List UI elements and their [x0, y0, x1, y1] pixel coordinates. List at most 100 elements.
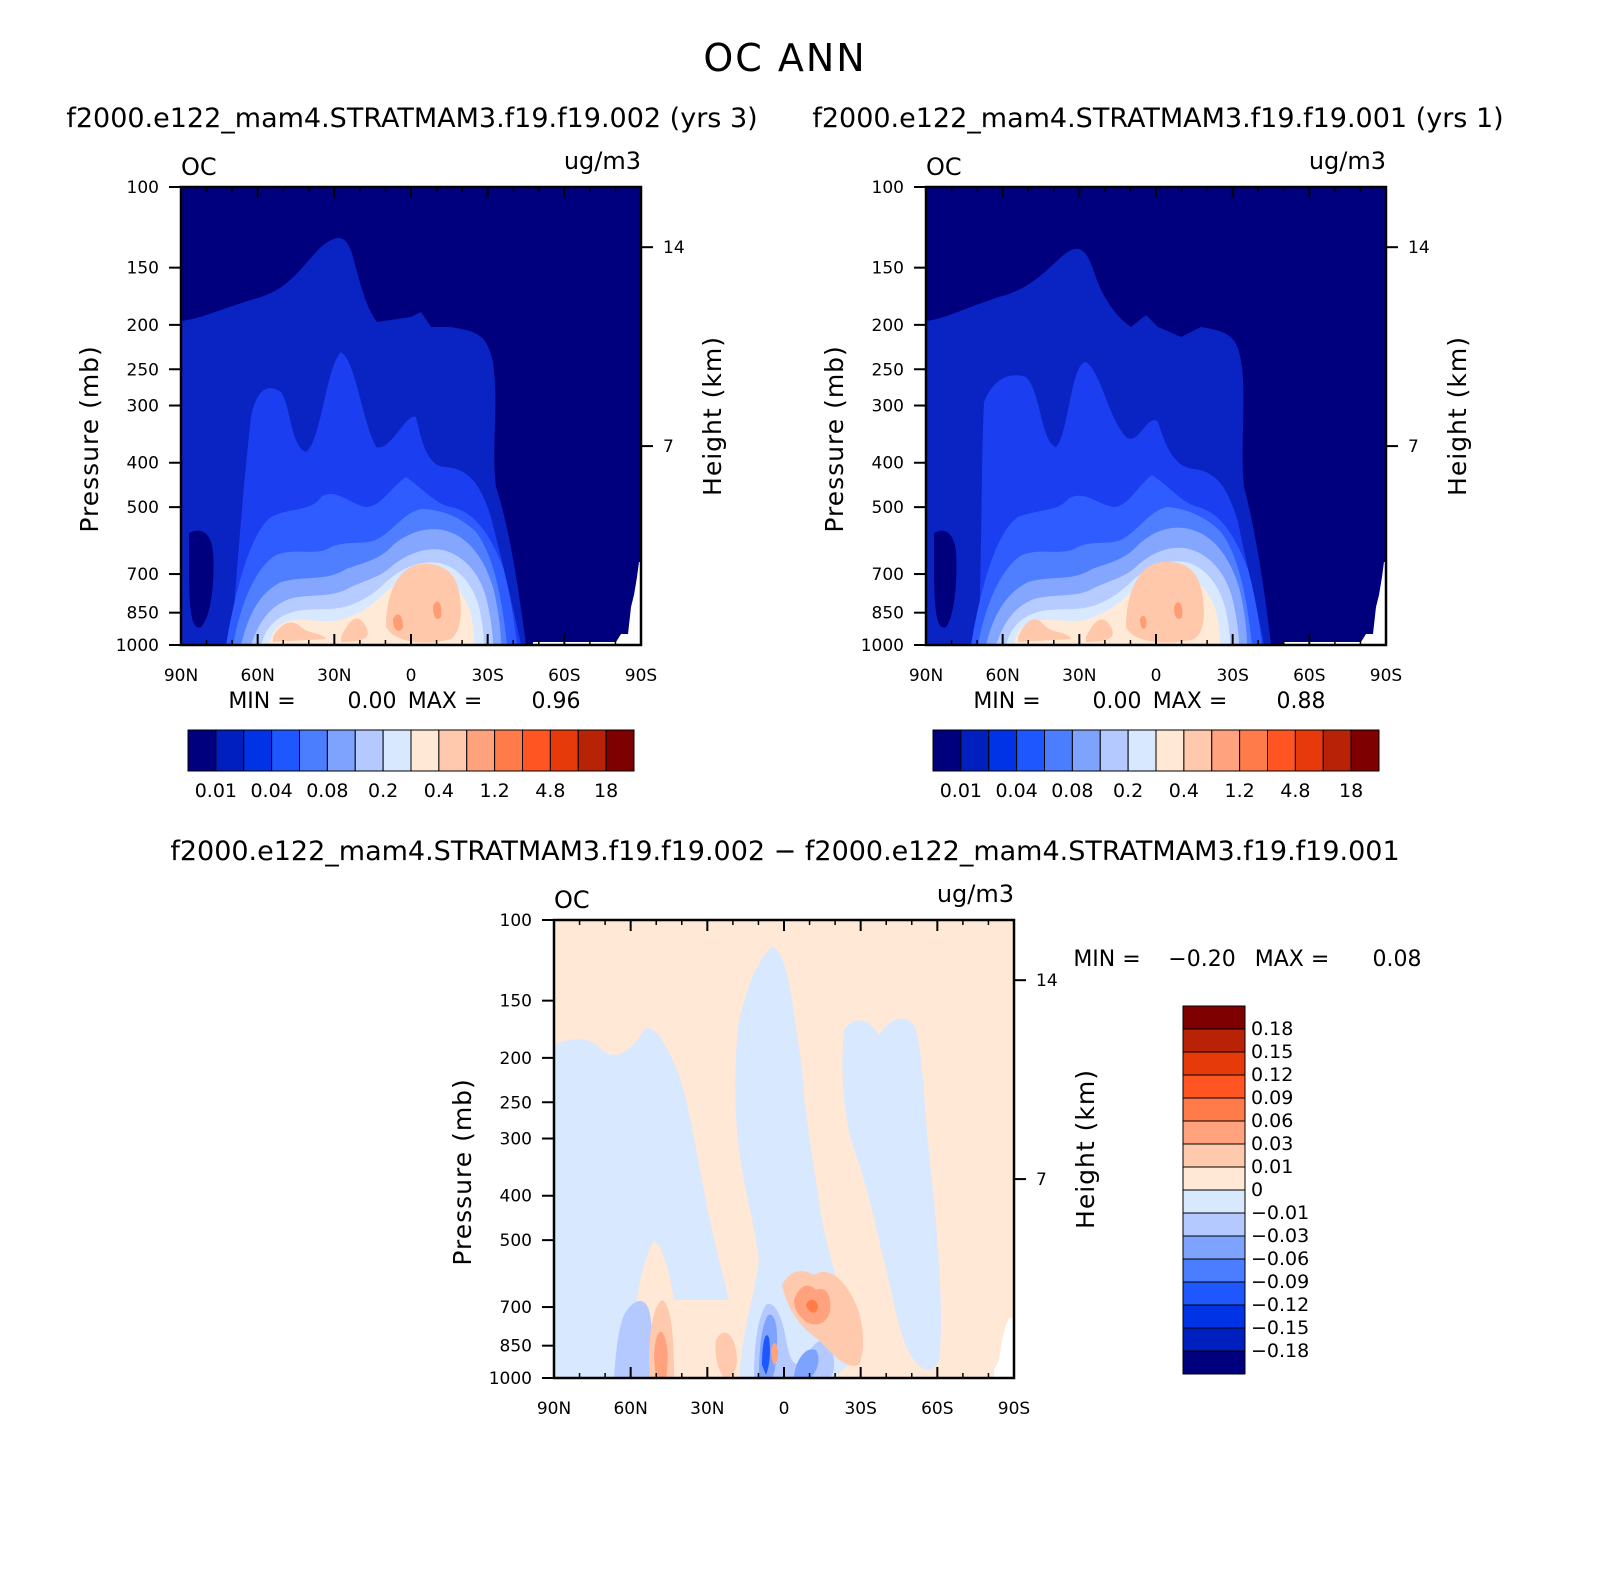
colorbar-box	[494, 729, 523, 772]
colorbar-label: 0.01	[940, 780, 982, 802]
x-tick-label: 60N	[240, 666, 274, 686]
y-tick-label: 850	[872, 604, 904, 624]
colorbar-box	[577, 729, 607, 772]
y-tick-label: 200	[872, 316, 904, 336]
case1-colorbar: 0.01 0.04 0.08 0.2 0.4 1.2 4.8 18	[187, 729, 635, 802]
x-tick-label: 60N	[985, 666, 1019, 686]
y2-axis-title: Height (km)	[698, 336, 727, 496]
y-tick-label: 500	[127, 498, 159, 518]
colorbar-label: −0.12	[1251, 1294, 1309, 1316]
case2-title: f2000.e122_mam4.STRATMAM3.f19.f19.001 (y…	[812, 103, 1503, 134]
colorbar-box	[1182, 1051, 1246, 1076]
case1-contours	[181, 187, 641, 645]
colorbar-box	[1182, 1258, 1246, 1283]
min-label: MIN =	[228, 689, 295, 714]
x-tick-label: 30N	[690, 1399, 724, 1419]
case2-minmax: MIN = 0.00 MAX = 0.88	[973, 689, 1325, 714]
y-tick-label: 250	[500, 1093, 532, 1113]
y2-axis-title: Height (km)	[1071, 1069, 1100, 1229]
figure-title: OC ANN	[703, 36, 866, 80]
y-tick-label: 1000	[489, 1369, 532, 1389]
x-tick-label: 90S	[998, 1399, 1030, 1419]
units-label: ug/m3	[564, 147, 641, 175]
colorbar-box	[1182, 1166, 1246, 1191]
y-axis-title: Pressure (mb)	[75, 345, 104, 532]
max-label: MAX =	[408, 689, 483, 714]
colorbar-box	[438, 729, 468, 772]
x-tick-label: 90N	[164, 666, 198, 686]
x-tick-label: 60N	[613, 1399, 647, 1419]
colorbar-label: 0.01	[1251, 1156, 1293, 1178]
y-tick-label: 400	[127, 454, 159, 474]
y-tick-label: 400	[872, 454, 904, 474]
colorbar-label: 0.15	[1251, 1041, 1293, 1063]
x-tick-label: 60S	[548, 666, 580, 686]
colorbar-label: 0.08	[306, 780, 348, 802]
colorbar-label: 0	[1251, 1179, 1263, 1201]
y-tick-label: 100	[127, 178, 159, 198]
case1-title: f2000.e122_mam4.STRATMAM3.f19.f19.002 (y…	[66, 103, 757, 134]
colorbar-box	[1071, 729, 1101, 772]
colorbar-box	[1239, 729, 1268, 772]
contour-level-9	[1018, 561, 1204, 643]
colorbar-box	[1182, 1120, 1246, 1145]
colorbar-box	[1182, 1350, 1246, 1375]
colorbar-box	[1183, 729, 1213, 772]
y-tick-label: 100	[872, 178, 904, 198]
case2-axes: 90N 60N 30N 0 30S 60S 90S 100 150 200 250 300 400 500…	[820, 147, 1472, 686]
colorbar-label: −0.09	[1251, 1271, 1309, 1293]
colorbar-box	[605, 729, 635, 772]
contour-neg-7	[762, 1335, 770, 1375]
y-tick-label: 1000	[861, 636, 904, 656]
x-tick-label: 60S	[1293, 666, 1325, 686]
y-tick-label: 850	[500, 1337, 532, 1357]
y-tick-label: 250	[872, 360, 904, 380]
diff-title: f2000.e122_mam4.STRATMAM3.f19.f19.002 − …	[170, 836, 1399, 867]
y-tick-label: 200	[127, 316, 159, 336]
max-value: 0.08	[1373, 947, 1422, 972]
colorbar-label: 18	[594, 780, 618, 802]
variable-label: OC	[554, 886, 590, 914]
colorbar-label: 4.8	[535, 780, 565, 802]
colorbar-box	[1182, 1235, 1246, 1260]
colorbar-box	[1182, 1028, 1246, 1053]
y-tick-label: 700	[127, 565, 159, 585]
contour-neg-8	[629, 1345, 645, 1373]
colorbar-box	[960, 729, 990, 772]
contour-level-9	[273, 563, 461, 643]
contour-level-10	[1140, 602, 1183, 629]
colorbar-label: −0.15	[1251, 1317, 1309, 1339]
y-tick-label: 850	[127, 604, 159, 624]
colorbar-label: 0.4	[424, 780, 454, 802]
case2-colorbar: 0.01 0.04 0.08 0.2 0.4 1.2 4.8 18	[932, 729, 1380, 802]
min-value: 0.00	[348, 689, 397, 714]
contour-neg-3	[842, 1018, 942, 1371]
colorbar-label: −0.06	[1251, 1248, 1309, 1270]
colorbar-box	[1182, 1281, 1246, 1306]
y-tick-label: 200	[500, 1049, 532, 1069]
case1-plot: 90N 60N 30N 0 30S 60S 90S 100 150 200 250 300 400 500…	[75, 147, 727, 686]
x-tick-label: 60S	[921, 1399, 953, 1419]
min-label: MIN =	[973, 689, 1040, 714]
colorbar-box	[1099, 729, 1129, 772]
colorbar-box	[1182, 1189, 1246, 1214]
x-tick-label: 0	[406, 666, 417, 686]
colorbar-label: 0.4	[1169, 780, 1199, 802]
colorbar-label: 4.8	[1280, 780, 1310, 802]
y-tick-label: 500	[872, 498, 904, 518]
colorbar-label: 0.03	[1251, 1133, 1293, 1155]
diff-colorbar: 0.180.150.120.090.060.030.010−0.01−0.03−…	[1182, 1005, 1309, 1375]
colorbar-label: 1.2	[1225, 780, 1255, 802]
colorbar-label: 0.18	[1251, 1018, 1293, 1040]
colorbar-label: 0.2	[368, 780, 398, 802]
colorbar-label: −0.03	[1251, 1225, 1309, 1247]
x-tick-label: 90S	[625, 666, 657, 686]
colorbar-label: 0.04	[250, 780, 292, 802]
colorbar-label: 0.04	[995, 780, 1037, 802]
colorbar-label: −0.01	[1251, 1202, 1309, 1224]
diff-plot: 90N 60N 30N 0 30S 60S 90S 100 150 200 250 300 400 500…	[448, 880, 1100, 1419]
colorbar-label: 0.2	[1113, 780, 1143, 802]
x-tick-label: 30S	[1216, 666, 1248, 686]
x-tick-label: 90N	[909, 666, 943, 686]
